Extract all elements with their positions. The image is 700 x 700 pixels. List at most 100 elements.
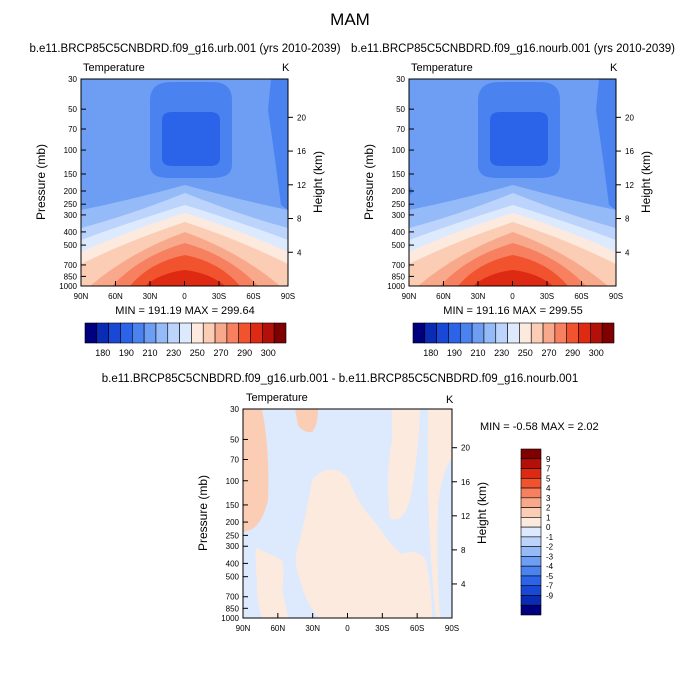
colorbar-label: 180 [95, 348, 110, 358]
colorbar-swatch [412, 322, 426, 344]
field-band [145, 270, 225, 286]
x-tick-label: 90N [236, 624, 251, 633]
x-tick-label: 90S [281, 292, 295, 301]
x-tick-label: 90S [609, 292, 623, 301]
y-tick-label: 850 [64, 272, 78, 281]
y-tick-label: 400 [64, 228, 78, 237]
y-tick-label: 200 [64, 187, 78, 196]
field-band [255, 548, 288, 618]
colorbar-swatch [483, 322, 497, 344]
colorbar-swatch [520, 526, 542, 538]
colorbar-swatch [578, 322, 591, 344]
y-tick-label: 400 [226, 559, 240, 568]
panel-urb-title: b.e11.BRCP85C5CNBDRD.f09_g16.urb.001 (yr… [29, 43, 340, 55]
colorbar-label: 5 [546, 474, 551, 483]
height-tick-label: 20 [461, 444, 470, 453]
colorbar-swatch [590, 322, 603, 344]
colorbar-swatch [424, 322, 437, 344]
colorbar-swatch [143, 322, 157, 344]
colorbar-swatch [520, 604, 542, 616]
panel-urb: b.e11.BRCP85C5CNBDRD.f09_g16.urb.001 (yr… [29, 43, 340, 358]
panel-diff: b.e11.BRCP85C5CNBDRD.f09_g16.urb.001 - b… [102, 373, 599, 633]
panel-diff-contours [243, 409, 452, 618]
colorbar-label: 210 [143, 348, 158, 358]
colorbar-swatch [520, 575, 542, 587]
field-band [428, 409, 452, 618]
colorbar-swatch [520, 546, 542, 557]
colorbar-label: 3 [546, 494, 551, 503]
y-tick-label: 30 [230, 405, 239, 414]
panel-diff-stats: MIN = -0.58 MAX = 2.02 [480, 421, 599, 433]
field-band [596, 79, 616, 210]
y-tick-label: 250 [392, 200, 406, 209]
y-tick-label: 200 [392, 187, 406, 196]
y-tick-label: 400 [392, 228, 406, 237]
panel-diff-ylabel-right: Height (km) [475, 482, 489, 544]
colorbar-label: 290 [565, 348, 580, 358]
colorbar-swatch [520, 595, 542, 606]
field-band [268, 79, 288, 210]
colorbar-swatch [520, 468, 542, 479]
field-band [473, 270, 553, 286]
y-tick-label: 50 [68, 105, 77, 114]
panel-nourb-units-label: K [610, 62, 618, 74]
height-tick-label: 16 [625, 147, 634, 156]
colorbar-swatch [554, 322, 568, 344]
y-tick-label: 200 [226, 518, 240, 527]
colorbar-swatch [542, 322, 556, 344]
panel-urb-stats: MIN = 191.19 MAX = 299.64 [115, 305, 254, 317]
colorbar-swatch [520, 507, 542, 518]
colorbar-swatch [167, 322, 180, 344]
y-tick-label: 850 [226, 604, 240, 613]
colorbar-label: 190 [119, 348, 134, 358]
y-tick-label: 1000 [59, 282, 77, 291]
colorbar-swatch [530, 322, 544, 344]
height-tick-label: 4 [625, 248, 630, 257]
y-tick-label: 500 [64, 241, 78, 250]
panel-diff-units-label: K [446, 394, 454, 406]
colorbar-label: 4 [546, 484, 551, 493]
height-tick-label: 8 [297, 215, 302, 224]
x-tick-label: 0 [182, 292, 187, 301]
height-tick-label: 12 [461, 512, 470, 521]
y-tick-label: 500 [392, 241, 406, 250]
panel-nourb-ylabel: Pressure (mb) [362, 144, 376, 220]
y-tick-label: 300 [226, 542, 240, 551]
colorbar-swatch [202, 322, 216, 344]
x-tick-label: 60S [410, 624, 424, 633]
y-tick-label: 150 [392, 170, 406, 179]
height-tick-label: 20 [625, 113, 634, 122]
colorbar-swatch [84, 322, 98, 344]
height-tick-label: 20 [297, 113, 306, 122]
x-tick-label: 90N [402, 292, 417, 301]
colorbar-swatch [507, 322, 520, 344]
colorbar-swatch [520, 536, 542, 547]
colorbar-swatch [179, 322, 192, 344]
colorbar-swatch [191, 322, 204, 344]
colorbar-swatch [520, 448, 542, 460]
colorbar-swatch [273, 322, 287, 344]
colorbar-swatch [262, 322, 275, 344]
panel-diff-ylabel: Pressure (mb) [196, 475, 210, 551]
field-band [490, 112, 548, 166]
colorbar-label: 190 [447, 348, 462, 358]
colorbar: 180 190 210 230 250 270 290 300 [84, 322, 287, 358]
panel-diff-variable-label: Temperature [246, 392, 308, 404]
colorbar-label: -2 [546, 543, 554, 552]
colorbar-label: 9 [546, 455, 551, 464]
colorbar-label: 270 [213, 348, 228, 358]
x-tick-label: 60N [108, 292, 123, 301]
colorbar-swatch [459, 322, 473, 344]
x-tick-label: 60S [246, 292, 260, 301]
colorbar-label: 7 [546, 465, 551, 474]
y-tick-label: 100 [392, 146, 406, 155]
y-tick-label: 50 [230, 435, 239, 444]
colorbar-label: 210 [471, 348, 486, 358]
colorbar-swatch [120, 322, 133, 344]
x-tick-label: 60N [270, 624, 285, 633]
y-tick-label: 700 [64, 261, 78, 270]
field-band [296, 469, 432, 618]
colorbar-swatch [108, 322, 121, 344]
field-band [387, 409, 420, 520]
